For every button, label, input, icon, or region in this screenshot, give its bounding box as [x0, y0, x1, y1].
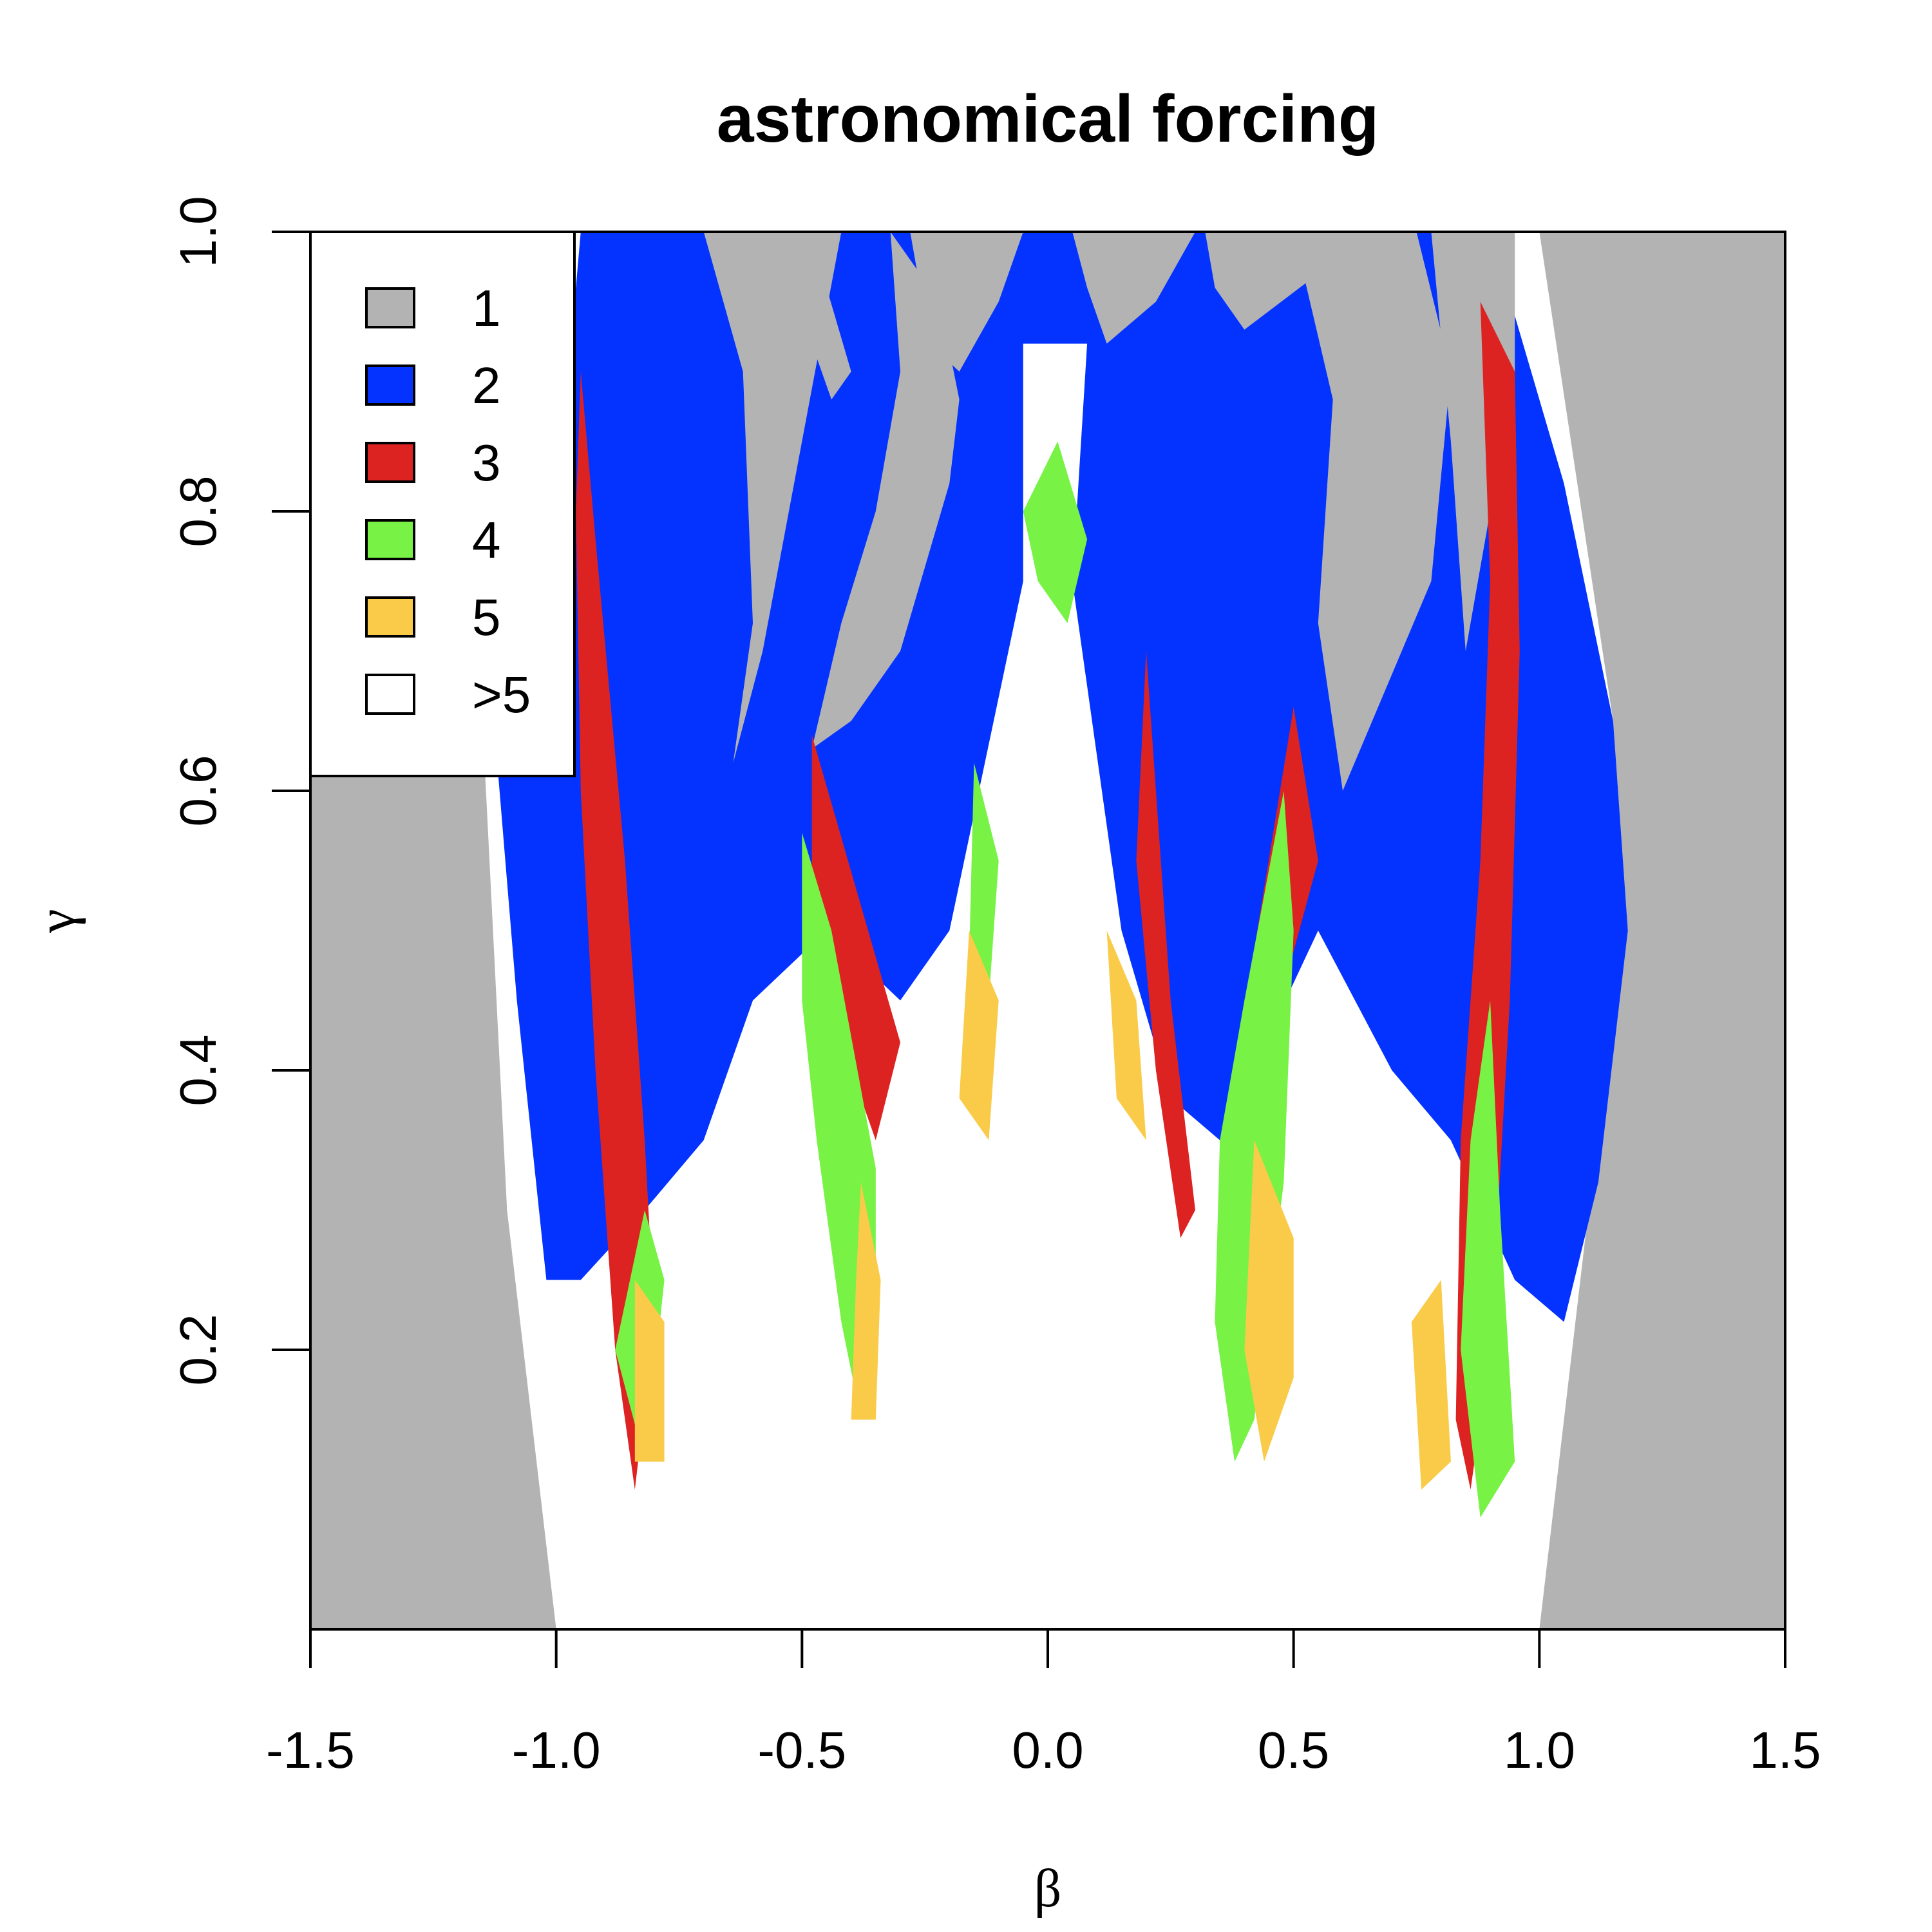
legend-swatch [365, 674, 415, 715]
region-5-25 [959, 931, 999, 1141]
y-tick-label: 0.8 [169, 475, 227, 547]
y-tick-label: 0.4 [169, 1034, 227, 1106]
y-tick-label: 0.6 [169, 755, 227, 826]
legend-label: >5 [472, 666, 531, 723]
region-1-5 [910, 232, 1023, 372]
y-axis: 0.2 0.4 0.6 0.8 1.0 [169, 196, 312, 1386]
region-5-24 [1411, 1280, 1451, 1490]
region-1-8 [1293, 232, 1451, 791]
x-tick-label: -1.5 [266, 1721, 355, 1779]
x-tick-label: 0.5 [1258, 1721, 1329, 1779]
region-5-21 [851, 1182, 881, 1420]
region-3-13 [1136, 651, 1195, 1238]
legend: 1 2 3 4 5 >5 [309, 231, 576, 777]
legend-box [309, 231, 576, 777]
region-4-18 [1023, 441, 1088, 623]
x-tick-label: -1.0 [512, 1721, 601, 1779]
legend-label: 2 [472, 357, 501, 414]
x-axis-label: β [1034, 1859, 1062, 1918]
region-5-22 [1244, 1140, 1294, 1462]
legend-swatch [365, 596, 415, 638]
x-tick-label: 1.5 [1749, 1721, 1821, 1779]
region-4-16 [1215, 791, 1294, 1462]
x-axis: -1.5 -1.0 -0.5 0.0 0.5 1.0 1.5 [266, 1628, 1821, 1779]
region-5-23 [634, 1280, 665, 1462]
legend-label: 4 [472, 511, 501, 569]
legend-label: 3 [472, 434, 501, 491]
region-4-17 [969, 762, 999, 1001]
y-tick-label: 1.0 [169, 196, 227, 267]
region-4-19 [1461, 1000, 1515, 1518]
x-tick-label: 0.0 [1012, 1721, 1083, 1779]
legend-swatch [365, 365, 415, 406]
heatmap-regions [497, 232, 1628, 1518]
region-2-0 [497, 232, 1097, 1280]
chart-title: astronomical forcing [717, 82, 1379, 156]
y-tick-label: 0.2 [169, 1314, 227, 1385]
region-1-6 [1072, 232, 1195, 344]
legend-swatch [365, 287, 415, 328]
region-1-2 [703, 232, 842, 763]
region-3-12 [811, 735, 900, 1141]
x-tick-label: -0.5 [757, 1721, 846, 1779]
legend-swatch [365, 442, 415, 483]
legend-label: 1 [472, 279, 501, 337]
x-tick-label: 1.0 [1504, 1721, 1575, 1779]
region-5-26 [1106, 931, 1146, 1141]
region-1-4 [802, 260, 851, 400]
y-axis-label: γ [26, 909, 86, 933]
region-1-3 [811, 232, 960, 749]
region-3-10 [576, 372, 655, 1490]
legend-swatch [365, 519, 415, 560]
legend-label: 5 [472, 589, 501, 646]
